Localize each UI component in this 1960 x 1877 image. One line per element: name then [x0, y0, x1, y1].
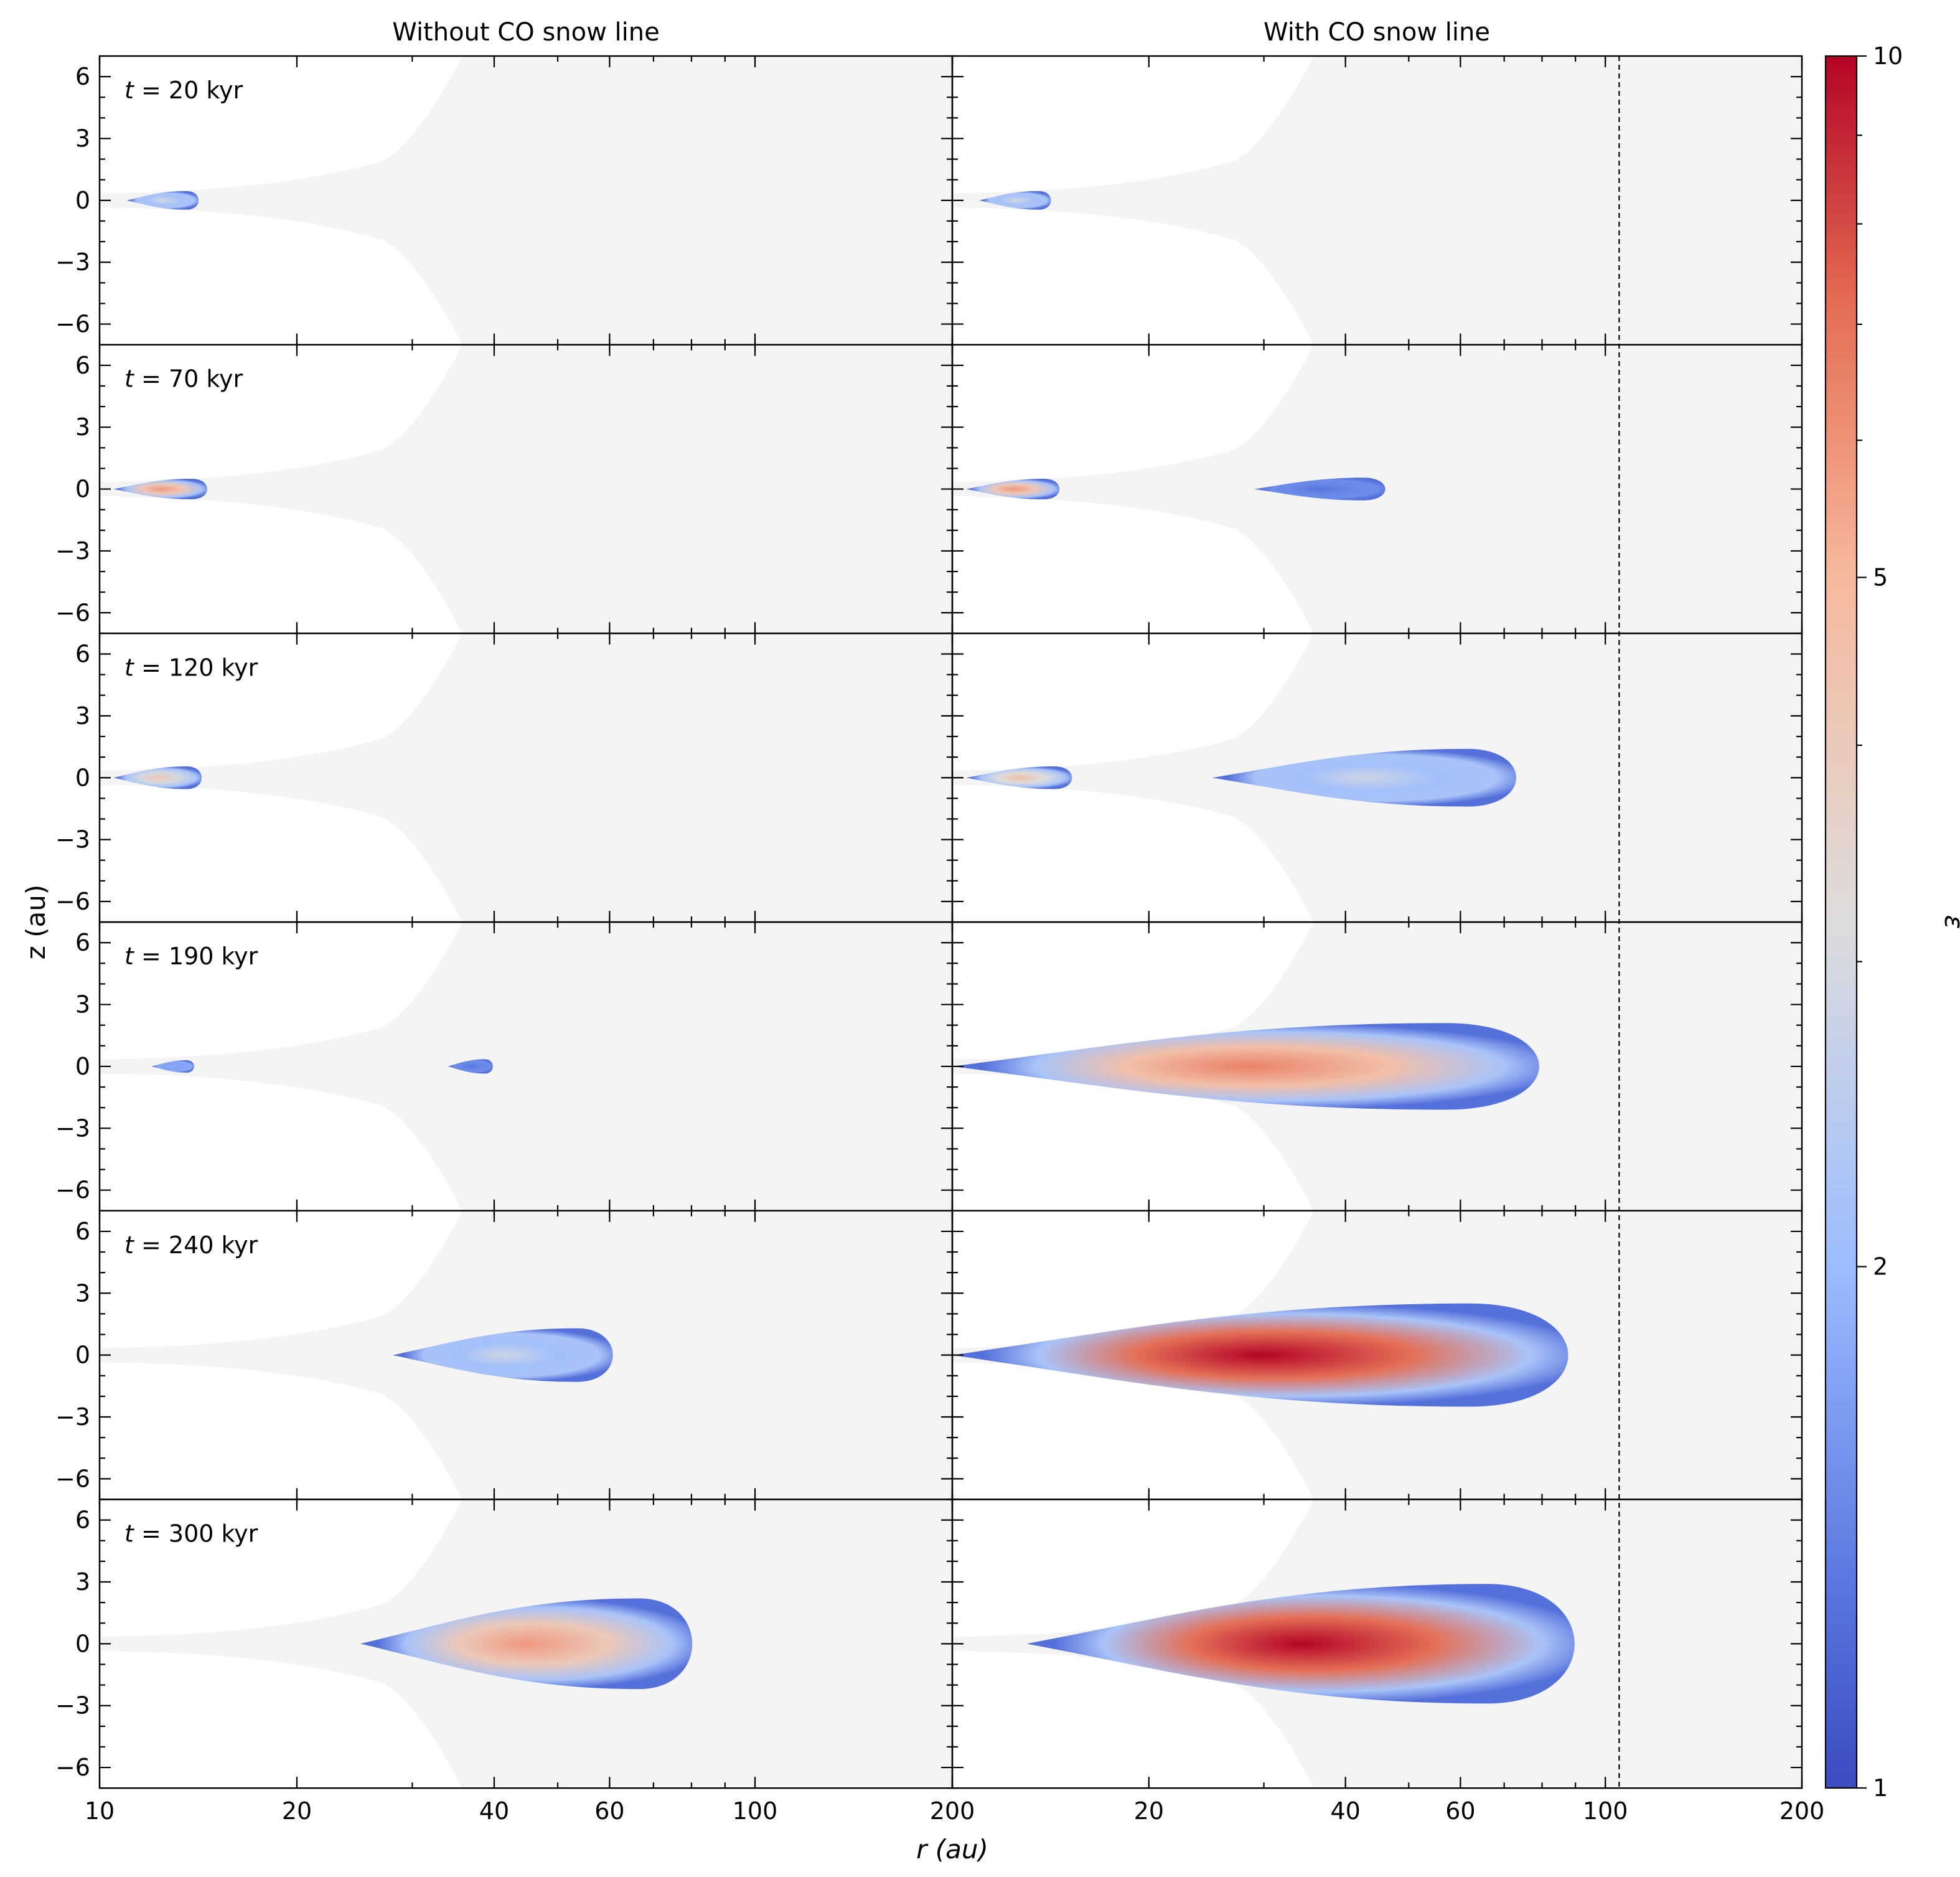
y-tick-label: 0 — [75, 1630, 90, 1657]
colorbar-tick-label: 5 — [1873, 563, 1888, 591]
y-tick-label: 0 — [75, 1342, 90, 1369]
time-label: t = 120 kyr — [124, 654, 258, 681]
dust-blob-r0-c1 — [979, 191, 1051, 210]
y-tick-label: 3 — [75, 1568, 90, 1596]
panel-frames — [98, 55, 1803, 1789]
y-tick-label: −3 — [55, 1403, 90, 1431]
y-axis-label: z (au) — [21, 885, 51, 960]
time-label: t = 20 kyr — [124, 77, 243, 104]
colorbar-tick-label: 1 — [1873, 1774, 1888, 1802]
colorbar-ticks: 1 2 5 10 — [1857, 42, 1903, 1802]
y-tick-label: 3 — [75, 1279, 90, 1307]
y-tick-label: 6 — [75, 63, 90, 90]
dust-blob-r1-c0 — [113, 479, 207, 500]
y-tick-label: 6 — [75, 641, 90, 668]
y-tick-label: −3 — [55, 1114, 90, 1142]
panel-r0-c1 — [952, 56, 1802, 365]
colorbar: 1 2 5 10 ε — [1824, 42, 1960, 1802]
dust-blob-r2-c1 — [1212, 748, 1516, 807]
dust-blob-r3-c1 — [952, 1023, 1539, 1110]
time-labels: t = 20 kyr t = 70 kyr t = 120 kyr t = 190 k… — [124, 77, 258, 1548]
panels-content — [100, 56, 1802, 1788]
x-tick-label: 60 — [594, 1797, 624, 1825]
y-tick-label: 3 — [75, 413, 90, 441]
y-tick-label: −3 — [55, 1692, 90, 1719]
colorbar-tick-label: 2 — [1873, 1253, 1888, 1281]
time-label: t = 190 kyr — [124, 943, 258, 970]
colorbar-label: ε — [1939, 915, 1960, 929]
y-tick-label: 6 — [75, 929, 90, 956]
x-tick-label: 20 — [282, 1797, 312, 1825]
x-tick-label: 40 — [1330, 1797, 1360, 1825]
colorbar-tick-label: 10 — [1873, 42, 1903, 70]
y-tick-label: 0 — [75, 1053, 90, 1080]
gas-envelope — [100, 613, 952, 943]
gas-envelope — [100, 324, 952, 654]
dust-blob-r5-c1 — [1026, 1584, 1575, 1704]
x-tick-label: 100 — [733, 1797, 778, 1825]
x-tick-label: 10 — [85, 1797, 115, 1825]
y-tick-label: −3 — [55, 826, 90, 854]
y-tick-label: 6 — [75, 1218, 90, 1245]
panel-frame-r5-c1 — [951, 1498, 1803, 1789]
time-label: t = 240 kyr — [124, 1231, 258, 1259]
column-title-left: Without CO snow line — [392, 18, 659, 47]
y-tick-label: −3 — [55, 248, 90, 276]
dust-blob-r3-c0 — [151, 1060, 194, 1073]
y-tick-label: 6 — [75, 1507, 90, 1534]
y-tick-label: 0 — [75, 476, 90, 503]
y-tick-label: −3 — [55, 537, 90, 565]
time-label: t = 70 kyr — [124, 365, 243, 393]
x-tick-label: 200 — [1779, 1797, 1825, 1825]
dust-blob-r4-c0 — [392, 1328, 613, 1382]
y-tick-label: 6 — [75, 352, 90, 379]
y-tick-label: −6 — [55, 599, 90, 626]
dust-blob-r2-c0 — [113, 766, 202, 789]
dust-blob-r5-c0 — [360, 1598, 693, 1690]
dust-blob-r3-c0 — [448, 1059, 493, 1074]
dust-blob-r0-c0 — [126, 191, 199, 210]
y-tick-label: −6 — [55, 888, 90, 915]
dust-blob-r4-c1 — [952, 1303, 1568, 1407]
dust-blob-r1-c1 — [966, 479, 1060, 500]
column-title-right: With CO snow line — [1264, 18, 1490, 47]
x-axis-label: r (au) — [916, 1834, 988, 1865]
time-label: t = 300 kyr — [124, 1520, 258, 1548]
panel-r0-c0 — [100, 56, 952, 365]
y-tick-label: 3 — [75, 991, 90, 1018]
y-tick-label: 3 — [75, 702, 90, 730]
x-tick-label: 200 — [930, 1797, 975, 1825]
panel-r1-c0 — [100, 324, 952, 654]
y-tick-label: 3 — [75, 125, 90, 152]
gas-envelope — [952, 56, 1802, 365]
gas-envelope — [100, 901, 952, 1231]
dust-blob-r2-c1 — [966, 766, 1072, 789]
x-tick-label: 100 — [1583, 1797, 1628, 1825]
x-tick-label: 40 — [479, 1797, 509, 1825]
y-tick-label: 0 — [75, 764, 90, 791]
panel-r2-c0 — [100, 613, 952, 943]
x-tick-labels: 10 20 40 60 100 200 20 40 60 100 200 — [85, 1797, 1824, 1825]
gas-envelope — [100, 56, 952, 365]
colorbar-gradient — [1824, 55, 1858, 1789]
y-tick-labels: 6 3 0 −3 −6 6 3 0 −3 −6 6 3 0 −3 −6 6 3 0 −3 −6 6 3 0 −3 −6 6 3 0 −3… — [55, 63, 90, 1781]
x-tick-label: 20 — [1134, 1797, 1164, 1825]
y-tick-label: −6 — [55, 1465, 90, 1492]
x-tick-label: 60 — [1445, 1797, 1475, 1825]
y-tick-label: 0 — [75, 187, 90, 214]
dust-blob-r1-c1 — [1254, 477, 1386, 501]
y-tick-label: −6 — [55, 1754, 90, 1781]
panel-r3-c0 — [100, 901, 952, 1231]
y-tick-label: −6 — [55, 1177, 90, 1204]
y-tick-label: −6 — [55, 311, 90, 338]
